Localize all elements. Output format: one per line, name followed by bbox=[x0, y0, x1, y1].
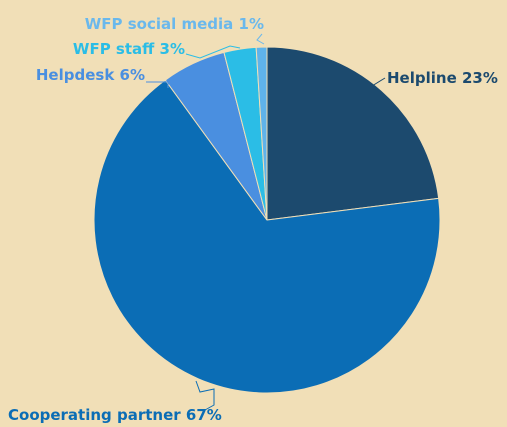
pie-slice bbox=[255, 46, 268, 221]
slice-label: Helpdesk 6% bbox=[36, 66, 145, 84]
pie bbox=[93, 46, 441, 394]
leader-line bbox=[146, 81, 169, 88]
value-label: 23% bbox=[462, 69, 498, 87]
value-label: 3% bbox=[160, 40, 185, 58]
category-name: Helpdesk bbox=[36, 66, 115, 84]
pie-slice bbox=[93, 79, 441, 394]
category-name: WFP social media bbox=[85, 15, 234, 33]
leader-line bbox=[195, 380, 215, 411]
value-label: 67% bbox=[186, 406, 222, 424]
value-label: 1% bbox=[239, 15, 264, 33]
leader-line bbox=[256, 33, 265, 45]
category-name: Cooperating partner bbox=[8, 406, 181, 424]
category-name: Helpline bbox=[387, 69, 457, 87]
pie-slice bbox=[266, 46, 440, 221]
leader-line bbox=[185, 45, 241, 59]
category-name: WFP staff bbox=[73, 40, 155, 58]
slice-label: Helpline 23% bbox=[387, 69, 498, 87]
value-label: 6% bbox=[120, 66, 145, 84]
slice-label: Cooperating partner 67% bbox=[8, 406, 222, 424]
slice-label: WFP social media 1% bbox=[85, 15, 264, 33]
leader-line bbox=[371, 77, 386, 87]
slice-label: WFP staff 3% bbox=[73, 40, 185, 58]
